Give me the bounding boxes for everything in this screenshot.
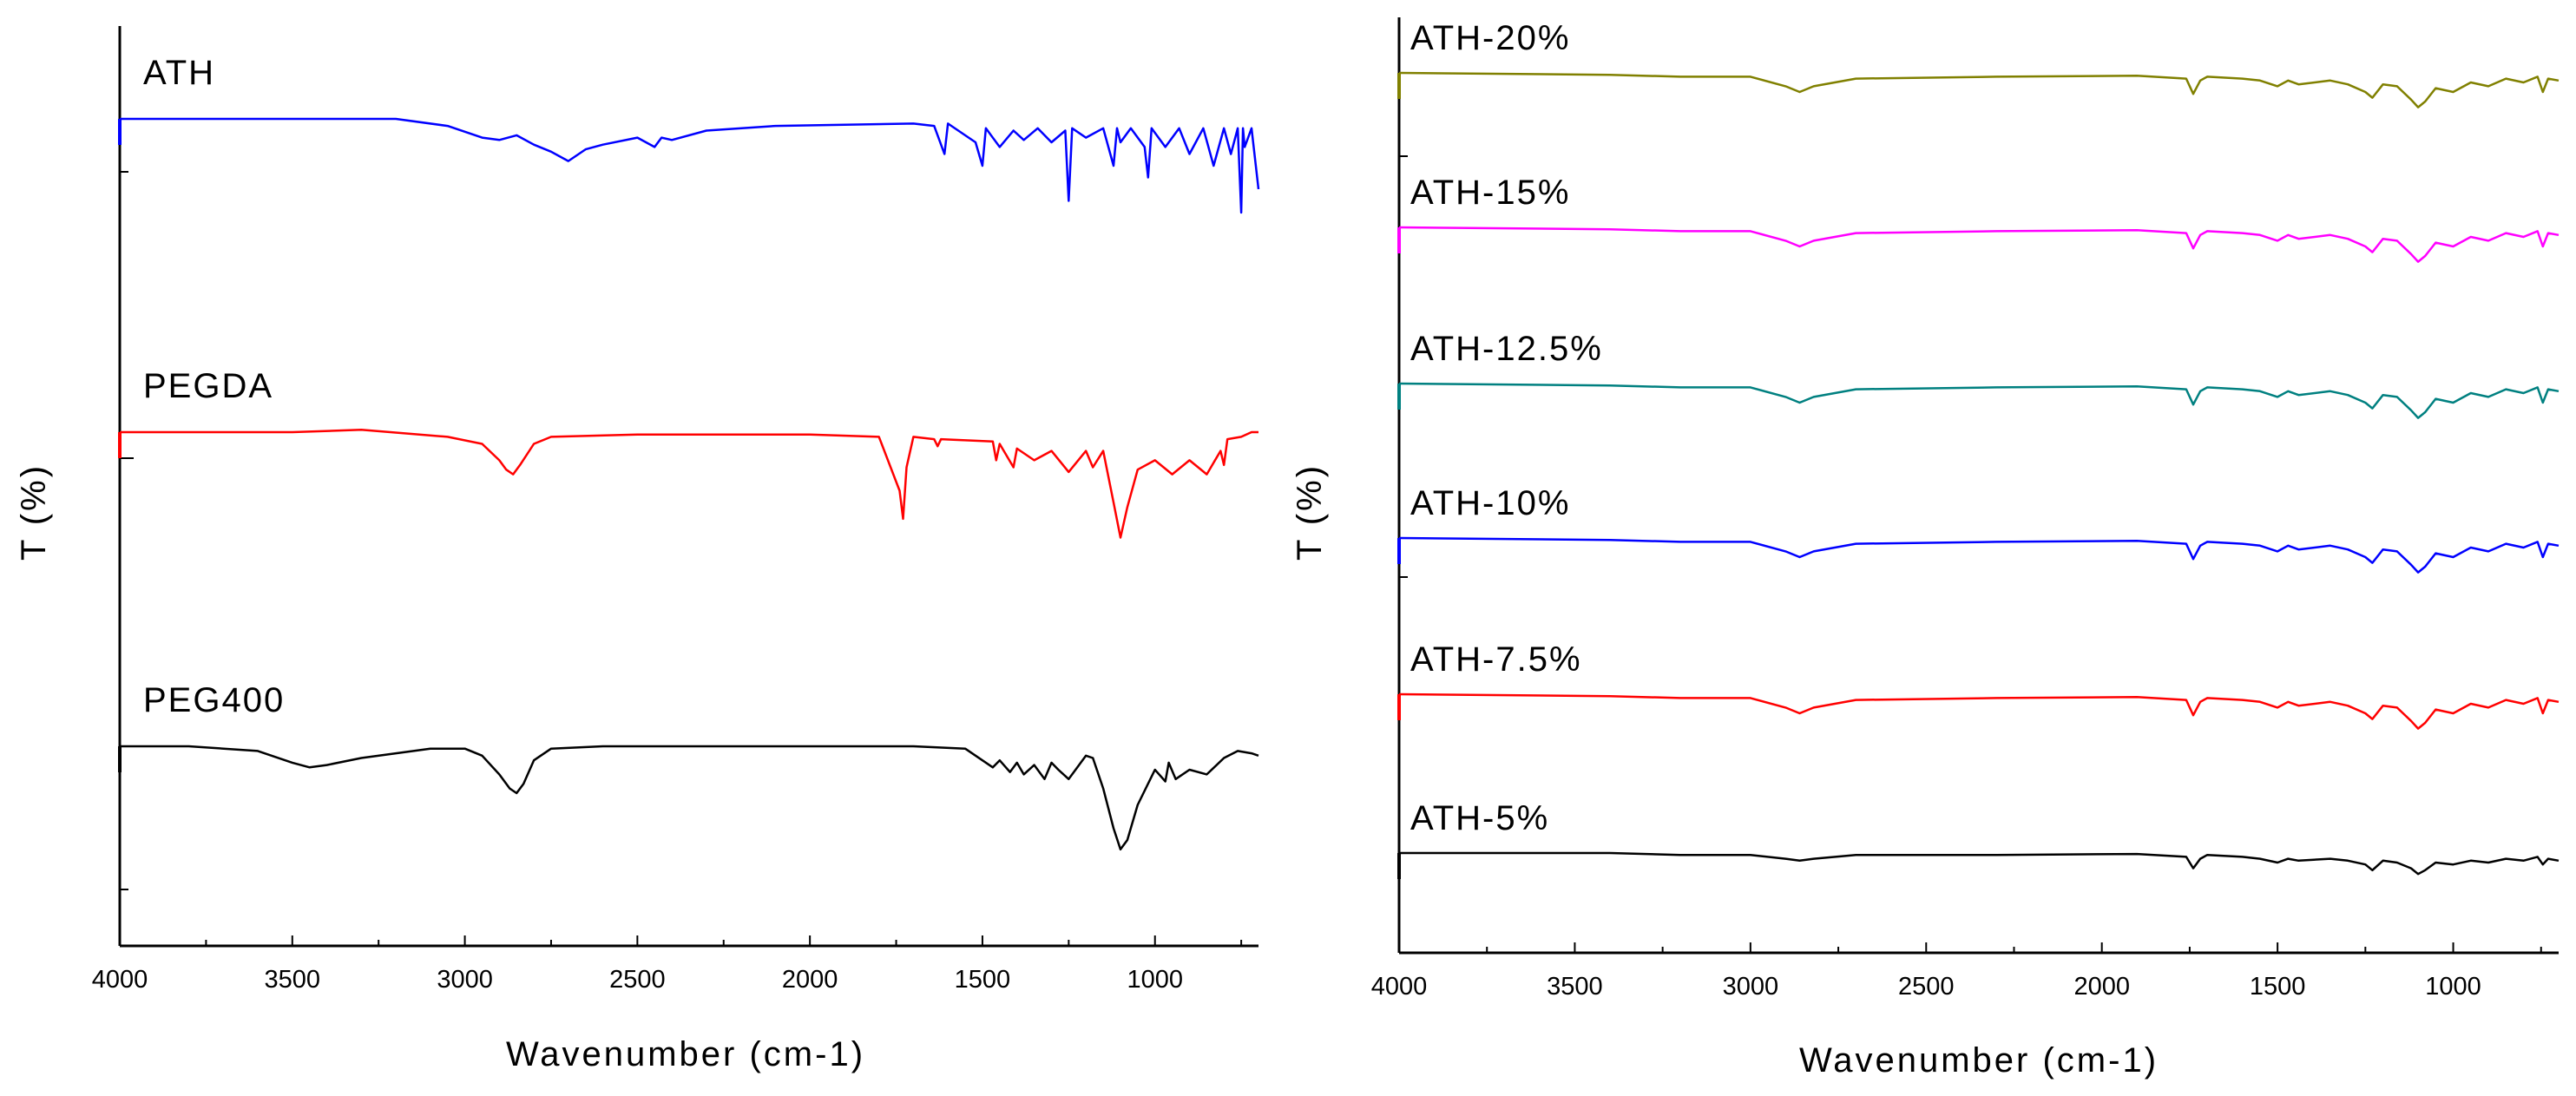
right-series-lines xyxy=(1397,71,2560,879)
x-tick-label: 1000 xyxy=(2425,973,2481,1001)
left-series-lines xyxy=(118,117,1260,851)
left-series-labels: ATH PEGDA PEG400 xyxy=(143,54,285,719)
series-line xyxy=(120,745,1259,851)
series-line xyxy=(1398,382,2560,419)
x-tick-label: 3000 xyxy=(1723,973,1779,1001)
series-line xyxy=(120,117,1260,214)
x-tick-label: 2000 xyxy=(782,966,838,994)
series-label: ATH-7.5% xyxy=(1410,640,1582,679)
series-label: ATH-20% xyxy=(1410,19,1570,57)
left-x-axis-title: Wavenumber (cm-1) xyxy=(506,1035,865,1073)
left-x-ticks: 4000 3500 3000 2500 2000 1500 1000 xyxy=(92,935,1243,994)
series-label: ATH-5% xyxy=(1410,799,1549,837)
series-label: PEGDA xyxy=(143,367,273,405)
series-line xyxy=(1398,71,2560,108)
series-line xyxy=(1398,692,2560,730)
series-label: ATH-10% xyxy=(1410,484,1570,522)
x-tick-label: 3000 xyxy=(437,966,493,994)
right-y-axis-title: T (%) xyxy=(1291,463,1329,561)
series-label: ATH xyxy=(143,54,215,92)
left-y-axis-title: T (%) xyxy=(15,463,53,561)
right-y-ticks xyxy=(1399,155,1408,578)
x-tick-label: 4000 xyxy=(1371,973,1428,1001)
right-spectra-panel: 4000 3500 3000 2500 2000 1500 1000 ATH-20%ATH-… xyxy=(1291,17,2560,1080)
x-tick-label: 3500 xyxy=(1547,973,1603,1001)
x-tick-label: 2500 xyxy=(1898,973,1955,1001)
series-line xyxy=(120,429,1258,539)
series-line xyxy=(1398,536,2560,574)
right-series-labels: ATH-20% ATH-15% ATH-12.5% ATH-10% ATH-7.5% AT… xyxy=(1410,19,1603,837)
x-tick-label: 1000 xyxy=(1127,966,1183,994)
series-label: PEG400 xyxy=(143,681,285,719)
x-tick-label: 2500 xyxy=(609,966,666,994)
series-label: ATH-15% xyxy=(1410,174,1570,212)
left-spectra-panel: 4000 3500 3000 2500 2000 1500 1000 ATH PEGDA PEG… xyxy=(15,26,1260,1073)
x-tick-label: 3500 xyxy=(265,966,321,994)
right-x-axis-title: Wavenumber (cm-1) xyxy=(1799,1041,2159,1080)
right-x-ticks: 4000 3500 3000 2500 2000 1500 1000 xyxy=(1371,942,2542,1001)
series-label: ATH-12.5% xyxy=(1410,330,1603,368)
x-tick-label: 4000 xyxy=(92,966,148,994)
x-tick-label: 1500 xyxy=(955,966,1011,994)
x-tick-label: 1500 xyxy=(2250,973,2306,1001)
series-line xyxy=(1399,851,2560,876)
series-line xyxy=(1398,226,2560,263)
x-tick-label: 2000 xyxy=(2073,973,2130,1001)
